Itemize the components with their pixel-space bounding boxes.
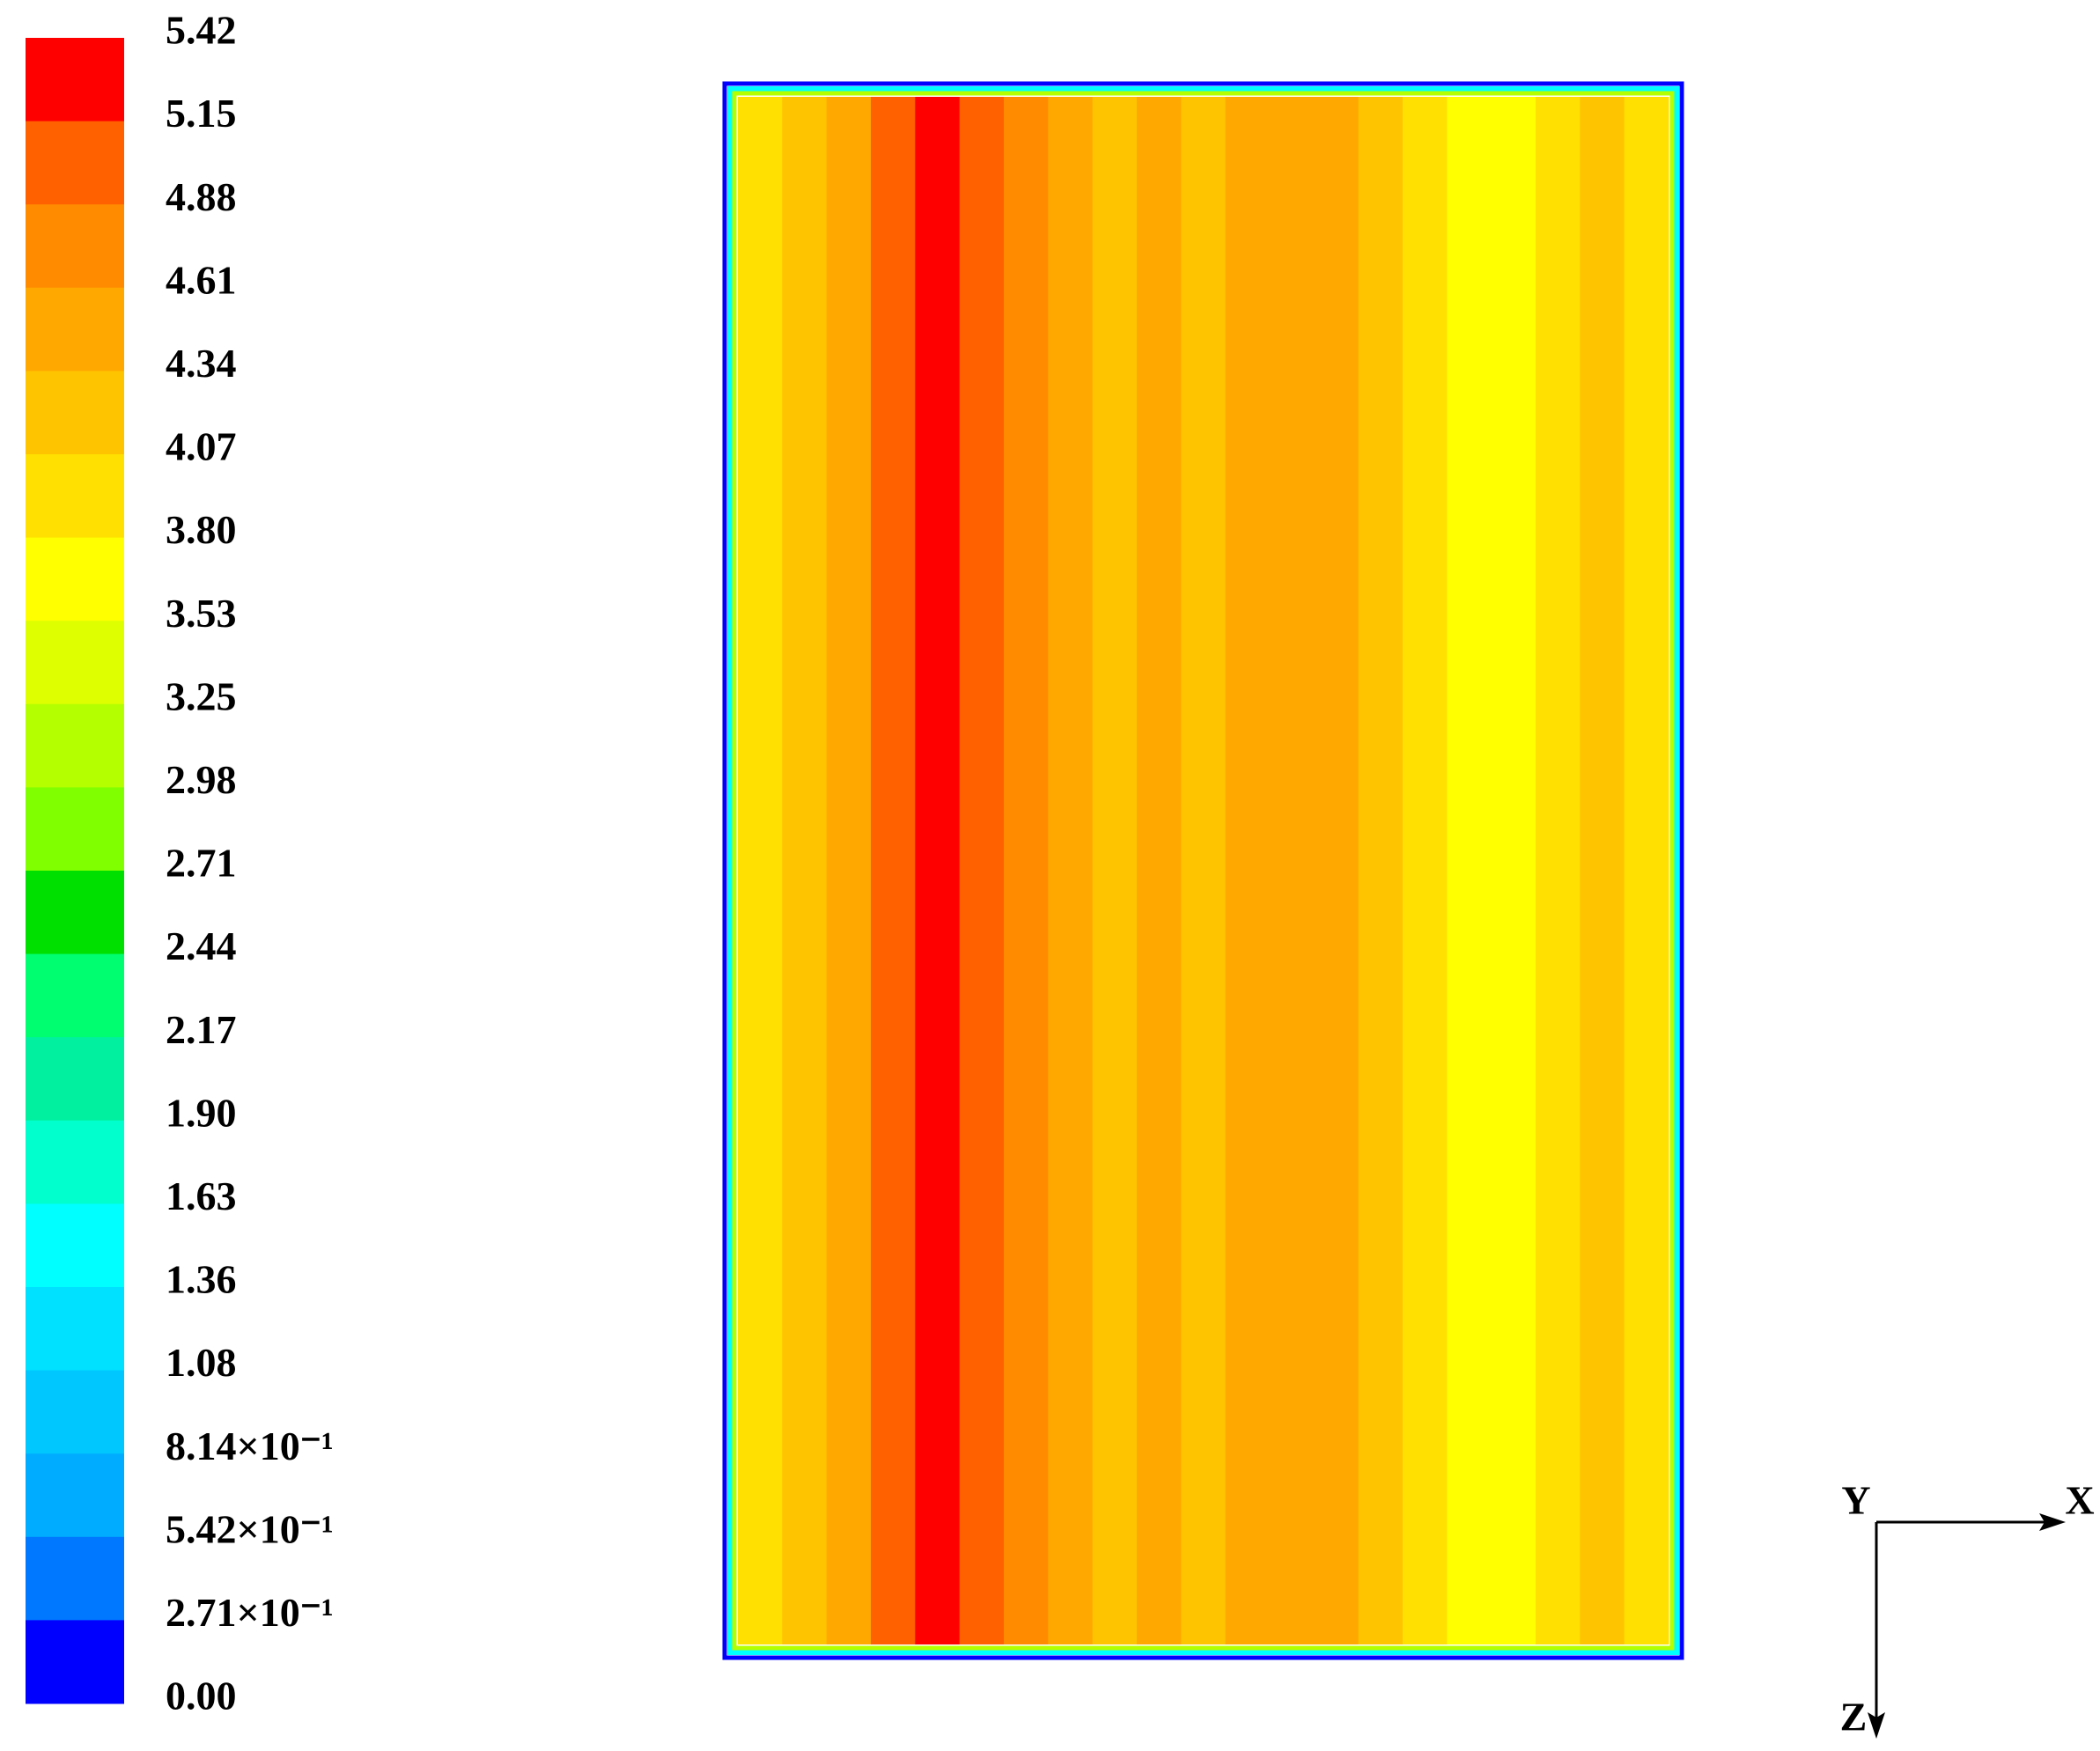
colorbar-band [26, 953, 124, 1038]
colorbar-band [26, 871, 124, 955]
colorbar-label: 5.42 [166, 8, 237, 53]
colorbar-label: 5.42×10⁻¹ [166, 1506, 334, 1551]
domain-border [722, 81, 1684, 1660]
contour-band [1092, 97, 1138, 1644]
contour-band [782, 97, 828, 1644]
colorbar-label: 0.00 [166, 1674, 237, 1718]
colorbar-band [26, 287, 124, 372]
colorbar-label: 2.71 [166, 841, 237, 886]
colorbar-label: 8.14×10⁻¹ [166, 1424, 334, 1468]
axis-triad: Y X Z [1840, 1478, 2095, 1740]
colorbar-label: 2.71×10⁻¹ [166, 1590, 334, 1635]
colorbar-label: 1.63 [166, 1173, 237, 1218]
contour-band [1403, 97, 1448, 1644]
z-arrowhead [1868, 1712, 1885, 1739]
colorbar-band [26, 1037, 124, 1122]
contour-band [871, 97, 916, 1644]
contour-band [1004, 97, 1049, 1644]
colorbar-band [26, 703, 124, 788]
contour-band [826, 97, 872, 1644]
colorbar-label: 4.61 [166, 257, 237, 302]
colorbar-label: 5.15 [166, 91, 237, 136]
colorbar-label: 4.88 [166, 174, 237, 219]
colorbar-label: 1.90 [166, 1090, 237, 1135]
contour-band [959, 97, 1005, 1644]
colorbar-band [26, 537, 124, 622]
contour-band [1447, 97, 1492, 1644]
colorbar-band [26, 38, 124, 122]
colorbar-band [26, 1620, 124, 1704]
contour-band [1358, 97, 1404, 1644]
colorbar-label: 2.17 [166, 1007, 237, 1052]
contour-band [1314, 97, 1359, 1644]
colorbar-band [26, 121, 124, 205]
colorbar-band [26, 1453, 124, 1538]
colorbar-band [26, 1203, 124, 1288]
colorbar-label: 1.08 [166, 1340, 237, 1385]
contour-band [1624, 97, 1669, 1644]
colorbar-label: 4.07 [166, 424, 237, 469]
colorbar-band [26, 1287, 124, 1372]
contour-field [738, 97, 1669, 1644]
colorbar-band [26, 621, 124, 705]
colorbar-band [26, 1120, 124, 1204]
contour-band [915, 97, 961, 1644]
domain-edge-band [732, 91, 1675, 1651]
colorbar-label: 2.44 [166, 923, 237, 968]
colorbar-label: 3.53 [166, 591, 237, 636]
colorbar-band [26, 371, 124, 455]
axis-label: X [2065, 1478, 2094, 1523]
contour-band [738, 97, 783, 1644]
colorbar-band [26, 1536, 124, 1621]
colorbar-label: 3.25 [166, 673, 237, 718]
contour-band [1536, 97, 1581, 1644]
contour-band [1491, 97, 1536, 1644]
contour-band [1048, 97, 1094, 1644]
contour-band [1270, 97, 1315, 1644]
domain-edge-band [727, 86, 1679, 1655]
colorbar-label: 3.80 [166, 507, 237, 552]
contour-band [1225, 97, 1271, 1644]
colorbar-label: 4.34 [166, 341, 237, 386]
colorbar-label: 1.36 [166, 1257, 237, 1302]
axis-label: Z [1840, 1695, 1868, 1740]
colorbar-band [26, 787, 124, 872]
contour-band [1137, 97, 1182, 1644]
colorbar-band [26, 454, 124, 539]
contour-band [1181, 97, 1227, 1644]
colorbar-band [26, 204, 124, 289]
contour-band [1580, 97, 1625, 1644]
colorbar-label: 2.98 [166, 757, 237, 802]
x-arrowhead [2039, 1513, 2066, 1531]
colorbar-band [26, 1370, 124, 1454]
axis-label: Y [1841, 1478, 1870, 1523]
